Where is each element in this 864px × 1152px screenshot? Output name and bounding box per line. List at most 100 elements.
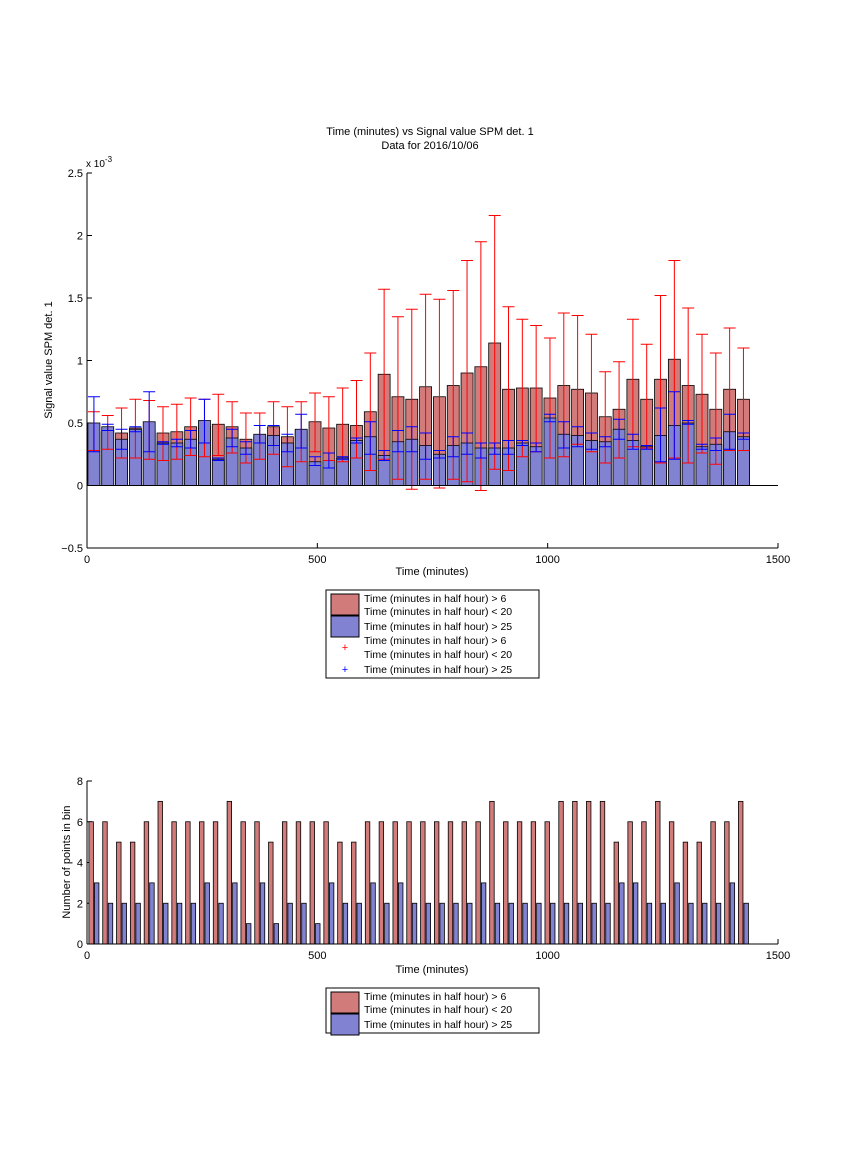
bar-series2 xyxy=(563,902,570,945)
legend-marker-err2: + xyxy=(342,664,348,676)
bar-series2 xyxy=(384,902,390,945)
bar-series2 xyxy=(301,902,307,945)
bar-series2 xyxy=(715,902,722,945)
bar-series2 xyxy=(370,882,376,945)
legend-entry3-line1: Time (minutes in half hour) > 6 xyxy=(364,635,506,647)
x-tick-label: 0 xyxy=(84,554,90,566)
bar-series1 xyxy=(668,821,675,945)
y-tick-labels: −0.5 0 0.5 1 1.5 2 2.5 xyxy=(61,168,92,555)
bar-series2 xyxy=(660,902,666,945)
error-bar-series2 xyxy=(226,428,239,448)
legend-entry4: Time (minutes in half hour) > 25 xyxy=(364,664,512,676)
error-bar-series1 xyxy=(585,333,598,453)
error-bar-series2 xyxy=(640,445,653,450)
error-bar-series1 xyxy=(212,393,225,456)
chart-title: Time (minutes) vs Signal value SPM det. … xyxy=(326,126,533,138)
y-axis-label: Number of points in bin xyxy=(61,805,73,918)
y-tick-label: 0 xyxy=(77,939,83,951)
error-bar-series2 xyxy=(433,450,446,459)
legend-swatch-series2 xyxy=(330,615,360,638)
bar-series2 xyxy=(494,902,501,945)
bar-series2 xyxy=(232,882,238,945)
error-bar-series2 xyxy=(668,391,681,460)
error-bar-series1 xyxy=(695,333,708,454)
error-bar-series2 xyxy=(267,425,280,446)
y-axis-label: Signal value SPM det. 1 xyxy=(43,301,55,418)
bar-series1 xyxy=(88,821,94,945)
bar-series2 xyxy=(640,446,654,486)
bar-series1 xyxy=(378,821,385,945)
bar-series2 xyxy=(107,902,114,945)
error-bar-series2 xyxy=(613,418,626,440)
bar-series1 xyxy=(434,821,440,945)
error-bar-series2 xyxy=(378,450,391,461)
bar-series1 xyxy=(489,800,495,945)
bar-series1 xyxy=(641,821,647,945)
y-tick-label: 2 xyxy=(77,231,83,243)
x-tick-label: 1500 xyxy=(766,950,790,962)
legend-swatch-series1 xyxy=(330,593,360,616)
bar-series2 xyxy=(273,923,279,945)
bar-series1 xyxy=(392,821,398,945)
bar-series2 xyxy=(550,902,556,945)
error-bar-series2 xyxy=(309,456,322,466)
bar-series1 xyxy=(157,800,163,945)
error-bar-series2 xyxy=(626,433,639,450)
error-bar-series2 xyxy=(571,426,584,448)
chart-subtitle: Data for 2016/10/06 xyxy=(381,140,478,152)
bar-series1 xyxy=(171,821,177,945)
bar-series1 xyxy=(682,841,689,945)
y-tick-label: 2 xyxy=(77,898,83,910)
legend-swatch-series2 xyxy=(330,1013,360,1036)
bar-series2 xyxy=(674,882,680,945)
error-bar-series2 xyxy=(350,437,363,444)
bar-series1 xyxy=(268,841,274,945)
error-bar-series1 xyxy=(350,380,363,459)
y-tick-label: 8 xyxy=(77,776,83,788)
bar-series1 xyxy=(503,821,509,945)
legend-box xyxy=(325,589,540,679)
error-bar-series2 xyxy=(682,420,695,425)
bar-series1 xyxy=(364,821,371,945)
bar-series2 xyxy=(218,902,224,945)
bar-series1 xyxy=(102,821,108,945)
bar-series2 xyxy=(591,902,597,945)
bar-series2 xyxy=(149,882,155,945)
bar-series2 xyxy=(508,902,514,945)
bar-series1 xyxy=(461,821,467,945)
legend-entry2: Time (minutes in half hour) > 25 xyxy=(364,1019,512,1031)
bar-series1 xyxy=(143,821,150,945)
bar-series2 xyxy=(529,446,543,486)
error-bar-series2 xyxy=(198,398,211,444)
bar-series2 xyxy=(163,902,169,945)
bar-series1 xyxy=(447,821,454,945)
error-bar-series2 xyxy=(557,421,570,449)
error-bar-series2 xyxy=(143,391,156,453)
bar-series2 xyxy=(356,902,362,945)
error-bar-series2 xyxy=(129,426,142,433)
error-bar-series2 xyxy=(723,413,736,450)
error-bar-series2 xyxy=(101,423,114,431)
bar-series1 xyxy=(351,841,357,945)
bar-series2 xyxy=(729,882,736,945)
error-bar-series2 xyxy=(516,440,529,446)
y-tick-label: 1 xyxy=(77,356,83,368)
bar-series2 xyxy=(411,902,418,945)
error-bar-series2 xyxy=(502,440,515,455)
error-bar-series1 xyxy=(157,406,170,461)
error-bar-series2 xyxy=(336,456,349,460)
y-tick-label: −0.5 xyxy=(61,543,83,555)
error-bar-series1 xyxy=(516,318,529,458)
bar-series2 xyxy=(577,902,584,945)
error-bar-series1 xyxy=(405,308,418,490)
bar-series2 xyxy=(342,902,349,945)
bar-series1 xyxy=(530,821,537,945)
y-tick-label: 0.5 xyxy=(68,418,83,430)
bar-series2 xyxy=(211,458,225,486)
error-bar-series1 xyxy=(682,307,695,464)
error-bar-series2 xyxy=(184,430,197,449)
x-tick-labels: 0 500 1000 1500 xyxy=(84,543,790,566)
legend-entry3-line2: Time (minutes in half hour) < 20 xyxy=(364,649,512,661)
y-tick-label: 1.5 xyxy=(68,293,83,305)
legend: Time (minutes in half hour) > 6 Time (mi… xyxy=(325,589,540,679)
